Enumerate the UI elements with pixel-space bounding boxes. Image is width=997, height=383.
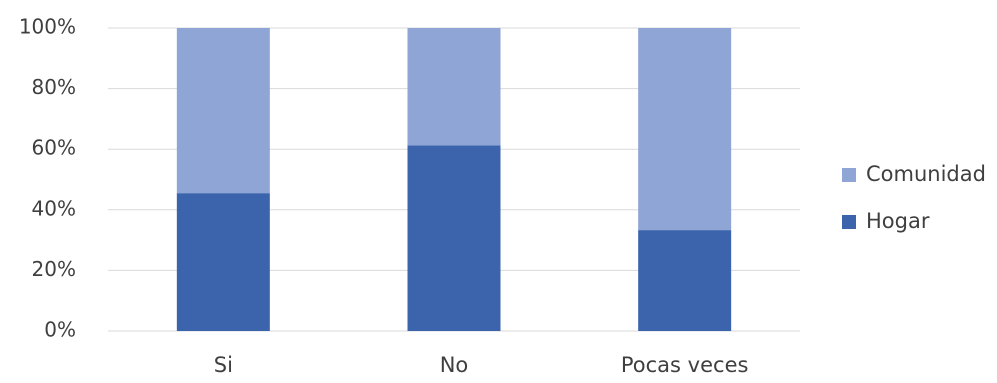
bar-segment-hogar-1 (176, 193, 270, 331)
legend-swatch-comunidad (842, 168, 856, 182)
bars (176, 28, 732, 331)
x-axis-category-labels: Si No Pocas veces (214, 353, 749, 377)
legend-swatch-hogar (842, 215, 856, 229)
bar-segment-comunidad-2 (407, 28, 501, 146)
y-axis-tick-labels: 0% 20% 40% 60% 80% 100% (19, 15, 76, 342)
bar-segment-hogar-3 (638, 230, 732, 331)
bar-segment-comunidad-1 (176, 28, 270, 194)
x-category-label: Pocas veces (621, 353, 749, 377)
legend: Comunidad Hogar (842, 162, 986, 233)
x-category-label: Si (214, 353, 233, 377)
y-tick-label: 0% (44, 318, 76, 342)
bar-segment-comunidad-3 (638, 28, 732, 231)
legend-label-hogar: Hogar (866, 209, 930, 233)
y-tick-label: 100% (19, 15, 76, 39)
y-tick-label: 60% (32, 136, 76, 160)
y-tick-label: 40% (32, 196, 76, 220)
x-category-label: No (440, 353, 469, 377)
y-tick-label: 80% (32, 75, 76, 99)
bar-segment-hogar-2 (407, 145, 501, 331)
legend-label-comunidad: Comunidad (866, 162, 986, 186)
y-tick-label: 20% (32, 257, 76, 281)
